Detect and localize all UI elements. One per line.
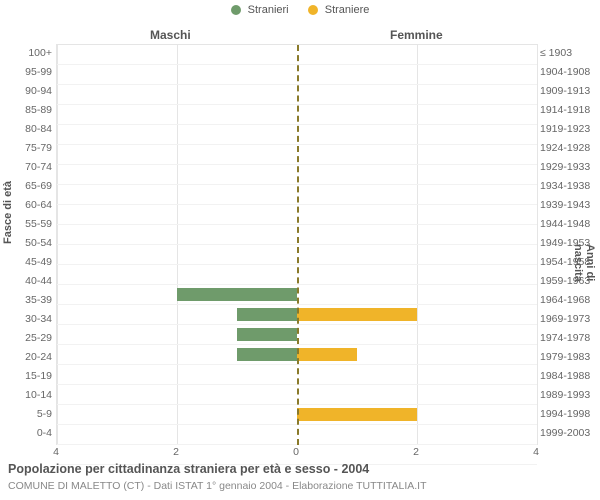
y-label-age: 65-69: [0, 177, 52, 196]
legend: Stranieri Straniere: [0, 4, 600, 16]
chart-caption: Popolazione per cittadinanza straniera p…: [8, 462, 369, 476]
x-tick-label: 4: [533, 446, 539, 458]
y-label-birth: 1909-1913: [540, 82, 598, 101]
y-label-birth: 1999-2003: [540, 424, 598, 443]
legend-label-female: Straniere: [325, 4, 370, 16]
y-label-age: 95-99: [0, 63, 52, 82]
y-label-age: 100+: [0, 44, 52, 63]
y-label-age: 55-59: [0, 215, 52, 234]
y-label-birth: 1959-1963: [540, 272, 598, 291]
x-tick-label: 4: [53, 446, 59, 458]
y-right-labels: ≤ 19031904-19081909-19131914-19181919-19…: [540, 44, 598, 444]
y-label-birth: 1969-1973: [540, 310, 598, 329]
y-label-birth: 1939-1943: [540, 196, 598, 215]
column-title-left: Maschi: [150, 28, 191, 42]
y-label-age: 90-94: [0, 82, 52, 101]
plot-area: [56, 44, 538, 445]
y-label-birth: 1979-1983: [540, 348, 598, 367]
y-label-birth: 1949-1953: [540, 234, 598, 253]
legend-swatch-female: [308, 5, 318, 15]
y-label-age: 15-19: [0, 367, 52, 386]
y-label-birth: 1919-1923: [540, 120, 598, 139]
x-tick-label: 2: [413, 446, 419, 458]
y-label-birth: 1904-1908: [540, 63, 598, 82]
y-label-birth: 1984-1988: [540, 367, 598, 386]
bar-male: [237, 308, 297, 321]
bar-female: [297, 308, 417, 321]
chart-subcaption: COMUNE DI MALETTO (CT) - Dati ISTAT 1° g…: [8, 480, 427, 492]
y-label-age: 5-9: [0, 405, 52, 424]
y-label-birth: 1944-1948: [540, 215, 598, 234]
y-label-birth: 1964-1968: [540, 291, 598, 310]
population-pyramid-chart: Stranieri Straniere Maschi Femmine Fasce…: [0, 0, 600, 500]
y-label-age: 70-74: [0, 158, 52, 177]
legend-item-male: Stranieri: [231, 4, 289, 16]
legend-label-male: Stranieri: [248, 4, 289, 16]
y-label-birth: 1954-1958: [540, 253, 598, 272]
y-label-birth: 1929-1933: [540, 158, 598, 177]
x-tick-label: 2: [173, 446, 179, 458]
x-axis-ticks: 4 2 0 2 4: [56, 446, 536, 462]
y-label-age: 80-84: [0, 120, 52, 139]
y-label-birth: 1989-1993: [540, 386, 598, 405]
y-label-age: 20-24: [0, 348, 52, 367]
y-label-age: 10-14: [0, 386, 52, 405]
y-label-birth: ≤ 1903: [540, 44, 598, 63]
y-label-birth: 1914-1918: [540, 101, 598, 120]
y-label-birth: 1994-1998: [540, 405, 598, 424]
legend-item-female: Straniere: [308, 4, 370, 16]
center-divider: [297, 45, 299, 445]
legend-swatch-male: [231, 5, 241, 15]
y-label-birth: 1934-1938: [540, 177, 598, 196]
y-label-age: 85-89: [0, 101, 52, 120]
y-left-labels: 100+95-9990-9485-8980-8475-7970-7465-696…: [0, 44, 52, 444]
column-title-right: Femmine: [390, 28, 443, 42]
y-label-age: 60-64: [0, 196, 52, 215]
bar-male: [177, 288, 297, 301]
bar-female: [297, 408, 417, 421]
y-label-age: 45-49: [0, 253, 52, 272]
y-label-age: 25-29: [0, 329, 52, 348]
bar-male: [237, 348, 297, 361]
y-label-age: 0-4: [0, 424, 52, 443]
y-label-age: 35-39: [0, 291, 52, 310]
y-label-age: 40-44: [0, 272, 52, 291]
x-tick-label: 0: [293, 446, 299, 458]
y-label-birth: 1924-1928: [540, 139, 598, 158]
y-label-birth: 1974-1978: [540, 329, 598, 348]
bar-male: [237, 328, 297, 341]
y-label-age: 75-79: [0, 139, 52, 158]
y-label-age: 50-54: [0, 234, 52, 253]
bar-female: [297, 348, 357, 361]
y-label-age: 30-34: [0, 310, 52, 329]
